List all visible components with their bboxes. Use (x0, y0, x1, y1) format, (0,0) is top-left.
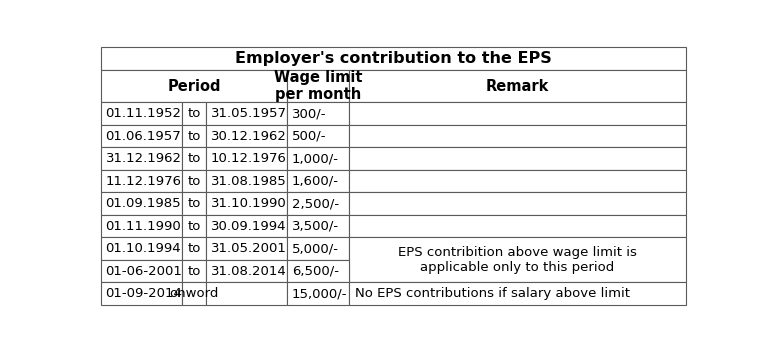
Bar (287, 170, 349, 192)
Text: Employer's contribution to the EPS: Employer's contribution to the EPS (235, 51, 552, 66)
Bar (101, 237, 181, 260)
Bar (206, 170, 287, 192)
Text: 5,000/-: 5,000/- (292, 242, 339, 255)
Bar (206, 215, 287, 237)
Bar (101, 70, 287, 102)
Text: 10.12.1976: 10.12.1976 (211, 152, 287, 165)
Text: 6,500/-: 6,500/- (292, 265, 339, 278)
Text: to: to (187, 265, 200, 278)
Bar (206, 282, 287, 305)
Bar (181, 192, 206, 215)
Bar (181, 102, 206, 125)
Bar (181, 282, 206, 305)
Text: 31.12.1962: 31.12.1962 (106, 152, 181, 165)
Bar (181, 147, 206, 170)
Bar (349, 215, 687, 237)
Text: 31.05.2001: 31.05.2001 (211, 242, 287, 255)
Text: 31.05.1957: 31.05.1957 (211, 107, 287, 120)
Bar (206, 237, 287, 260)
Bar (287, 237, 349, 260)
Text: 01.10.1994: 01.10.1994 (106, 242, 181, 255)
Text: No EPS contributions if salary above limit: No EPS contributions if salary above lim… (356, 287, 631, 300)
Bar (206, 192, 287, 215)
Text: Period: Period (167, 79, 220, 94)
Bar (206, 102, 287, 125)
Text: 15,000/-: 15,000/- (292, 287, 347, 300)
Text: 500/-: 500/- (292, 130, 326, 143)
Bar (101, 215, 181, 237)
Text: 01.11.1952: 01.11.1952 (106, 107, 181, 120)
Text: Remark: Remark (486, 79, 549, 94)
Text: 30.09.1994: 30.09.1994 (211, 219, 286, 233)
Bar (101, 260, 181, 282)
Text: to: to (187, 174, 200, 187)
Bar (349, 237, 687, 282)
Bar (287, 282, 349, 305)
Text: to: to (187, 197, 200, 210)
Text: 2,500/-: 2,500/- (292, 197, 339, 210)
Bar (287, 147, 349, 170)
Bar (287, 192, 349, 215)
Text: EPS contribition above wage limit is
applicable only to this period: EPS contribition above wage limit is app… (398, 246, 637, 274)
Text: to: to (187, 107, 200, 120)
Bar (101, 47, 687, 70)
Text: 01.09.1985: 01.09.1985 (106, 197, 181, 210)
Bar (349, 170, 687, 192)
Text: 01.11.1990: 01.11.1990 (106, 219, 181, 233)
Text: to: to (187, 242, 200, 255)
Bar (206, 125, 287, 147)
Text: onword: onword (169, 287, 219, 300)
Bar (181, 170, 206, 192)
Text: to: to (187, 219, 200, 233)
Text: 31.10.1990: 31.10.1990 (211, 197, 286, 210)
Text: 01-06-2001: 01-06-2001 (106, 265, 183, 278)
Bar (101, 192, 181, 215)
Bar (181, 237, 206, 260)
Bar (101, 125, 181, 147)
Bar (349, 147, 687, 170)
Text: 1,000/-: 1,000/- (292, 152, 339, 165)
Bar (181, 215, 206, 237)
Bar (349, 70, 687, 102)
Bar (287, 125, 349, 147)
Bar (349, 192, 687, 215)
Bar (349, 102, 687, 125)
Text: 11.12.1976: 11.12.1976 (106, 174, 181, 187)
Bar (181, 260, 206, 282)
Bar (101, 102, 181, 125)
Bar (206, 260, 287, 282)
Text: 1,600/-: 1,600/- (292, 174, 339, 187)
Bar (101, 170, 181, 192)
Bar (181, 125, 206, 147)
Text: Wage limit
per month: Wage limit per month (273, 70, 362, 102)
Text: 31.08.2014: 31.08.2014 (211, 265, 286, 278)
Bar (287, 215, 349, 237)
Text: 300/-: 300/- (292, 107, 326, 120)
Text: 01-09-2014: 01-09-2014 (106, 287, 183, 300)
Bar (287, 260, 349, 282)
Text: 31.08.1985: 31.08.1985 (211, 174, 286, 187)
Text: 30.12.1962: 30.12.1962 (211, 130, 287, 143)
Text: 3,500/-: 3,500/- (292, 219, 339, 233)
Text: 01.06.1957: 01.06.1957 (106, 130, 181, 143)
Bar (101, 282, 181, 305)
Bar (206, 147, 287, 170)
Bar (287, 102, 349, 125)
Bar (349, 125, 687, 147)
Text: to: to (187, 130, 200, 143)
Bar (349, 282, 687, 305)
Bar (101, 147, 181, 170)
Bar (287, 70, 349, 102)
Text: to: to (187, 152, 200, 165)
